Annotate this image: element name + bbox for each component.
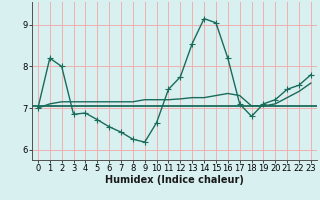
X-axis label: Humidex (Indice chaleur): Humidex (Indice chaleur) — [105, 175, 244, 185]
